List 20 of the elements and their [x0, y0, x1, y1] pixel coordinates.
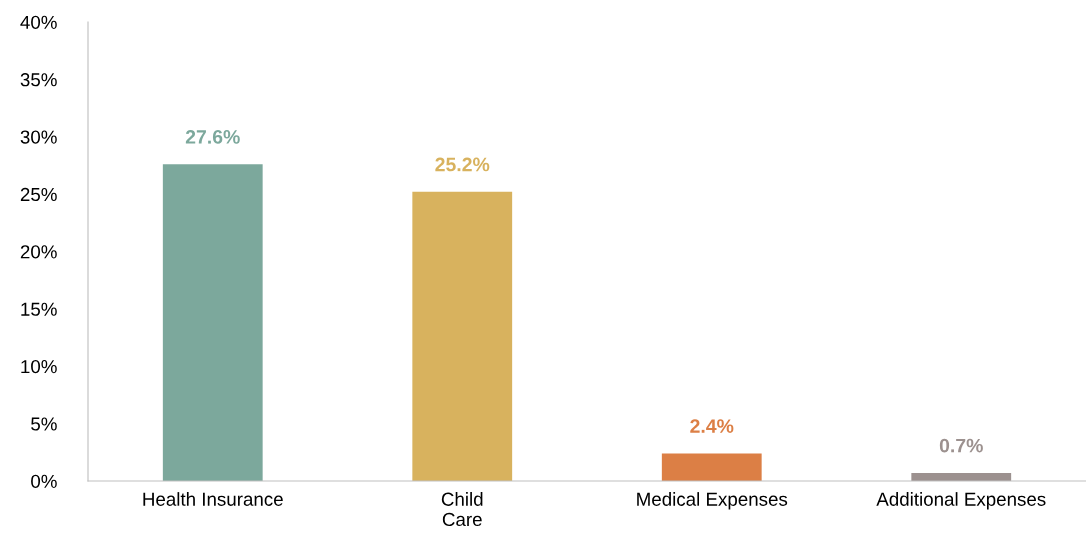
y-tick-label: 15% — [21, 302, 57, 316]
bar — [412, 191, 513, 481]
y-tick-label: 35% — [20, 73, 57, 87]
y-tick-label: 25% — [20, 187, 57, 202]
y-tick-label: 5% — [31, 417, 57, 431]
data-label: 25.2% — [435, 157, 490, 172]
y-tick-label: 10% — [21, 359, 57, 374]
bar — [162, 164, 263, 481]
y-tick-label: 30% — [20, 130, 57, 144]
x-tick-label: Health Insurance — [143, 492, 283, 506]
x-tick-label: Medical Expenses — [637, 492, 788, 510]
y-tick-label: 0% — [31, 474, 57, 488]
data-label: 0.7% — [939, 438, 983, 453]
data-label: 27.6% — [185, 130, 240, 144]
data-label: 2.4% — [690, 419, 734, 433]
bar — [661, 453, 762, 481]
y-tick-label: 20% — [20, 245, 57, 259]
y-tick-label: 40% — [20, 15, 57, 29]
x-tick-label: Child Care — [441, 492, 483, 527]
x-tick-label: Additional Expenses — [876, 492, 1046, 510]
